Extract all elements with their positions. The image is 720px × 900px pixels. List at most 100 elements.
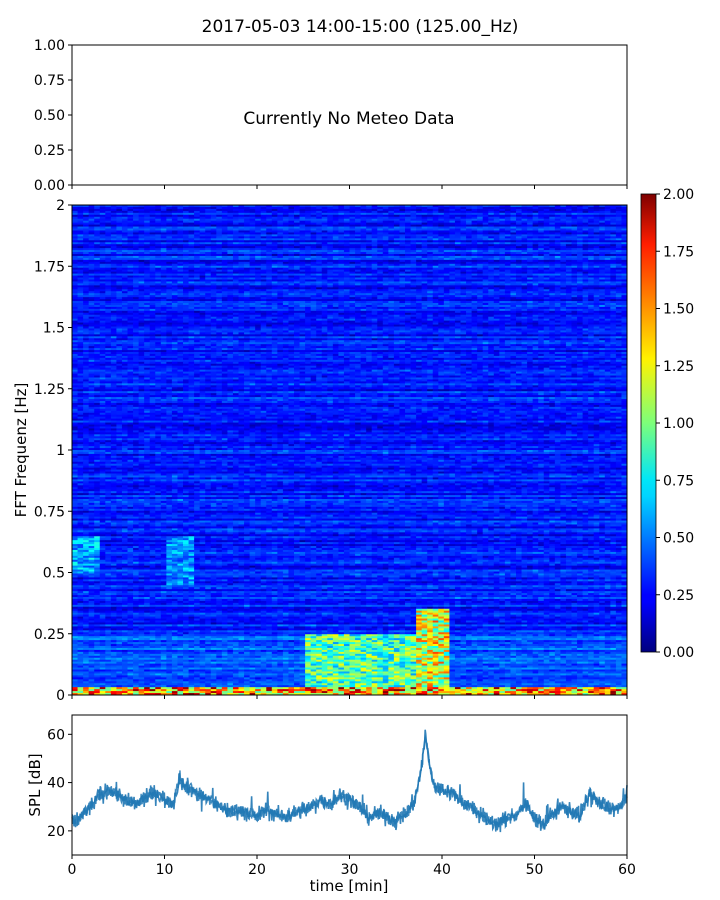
heatmap-cell [621,244,628,247]
heatmap-cell [454,238,461,241]
heatmap-cell [338,230,345,233]
heatmap-cell [527,218,534,222]
heatmap-cell [355,244,361,247]
heatmap-cell [305,240,312,243]
heatmap-cell [443,244,450,247]
heatmap-cell [244,252,250,255]
heatmap-cell [488,238,495,241]
heatmap-cell [593,250,600,253]
heatmap-cell [621,246,628,249]
heatmap-cell [127,228,134,231]
heatmap-cell [199,246,206,249]
heatmap-cell [438,218,445,222]
heatmap-cell [599,248,606,251]
heatmap-cell [133,236,139,239]
heatmap-cell [599,236,606,239]
heatmap-cell [232,226,239,229]
heatmap-cell [571,205,578,208]
heatmap-cell [121,238,128,241]
heatmap-cell [615,250,622,253]
heatmap-cell [277,230,284,233]
heatmap-cell [460,224,467,227]
heatmap-cell [349,252,356,255]
heatmap-cell [454,244,461,247]
heatmap-cell [327,230,334,233]
heatmap-cell [582,212,589,216]
heatmap-cell [227,254,234,257]
heatmap-cell [571,246,578,249]
heatmap-cell [593,212,600,216]
heatmap-cell [621,232,628,235]
heatmap-cell [127,212,134,216]
heatmap-cell [466,238,472,241]
heatmap-cell [460,212,467,216]
heatmap-cell [327,218,334,222]
heatmap-cell [205,216,212,220]
heatmap-cell [288,244,295,247]
heatmap-cell [72,216,78,220]
heatmap-cell [88,252,95,255]
heatmap-cell [432,248,439,251]
heatmap-cell [493,216,500,220]
heatmap-cell [405,212,411,216]
heatmap-cell [244,220,250,224]
heatmap-cell [183,208,189,212]
heatmap-cell [382,252,389,255]
heatmap-cell [166,242,173,245]
heatmap-cell [110,218,117,222]
heatmap-cell [127,242,134,245]
heatmap-cell [72,208,78,212]
heatmap-cell [488,218,495,222]
heatmap-cell [371,226,378,229]
heatmap-cell [582,252,589,255]
heatmap-cell [366,208,373,212]
heatmap-cell [582,216,589,220]
heatmap-cell [299,222,306,225]
heatmap-cell [105,252,112,255]
heatmap-cell [532,218,539,222]
heatmap-cell [410,248,417,251]
heatmap-cell [133,230,139,233]
heatmap-cell [371,242,378,245]
heatmap-cell [366,232,373,235]
heatmap-cell [99,205,106,208]
heatmap-cell [166,250,173,253]
heatmap-cell [232,232,239,235]
heatmap-cell [105,214,112,218]
heatmap-cell [244,232,250,235]
heatmap-cell [615,222,622,225]
heatmap-cell [560,216,567,220]
heatmap-cell [532,244,539,247]
heatmap-cell [349,216,356,220]
heatmap-cell [343,210,350,214]
heatmap-cell [183,214,189,218]
heatmap-cell [360,220,367,224]
heatmap-cell [249,206,256,210]
heatmap-cell [371,230,378,233]
heatmap-cell [554,226,561,229]
heatmap-cell [105,218,112,222]
heatmap-cell [382,238,389,241]
heatmap-cell [527,230,534,233]
heatmap-cell [582,214,589,218]
heatmap-cell [294,236,300,239]
heatmap-cell [332,214,339,218]
heatmap-cell [260,246,267,249]
heatmap-cell [377,238,384,241]
heatmap-cell [183,212,189,216]
heatmap-cell [471,216,478,220]
heatmap-cell [432,218,439,222]
heatmap-cell [582,210,589,214]
heatmap-cell [266,222,273,225]
heatmap-cell [527,212,534,216]
heatmap-cell [282,205,289,208]
heatmap-cell [99,208,106,212]
heatmap-cell [332,224,339,227]
heatmap-cell [160,248,167,251]
heatmap-cell [205,232,212,235]
heatmap-cell [260,212,267,216]
heatmap-cell [377,228,384,231]
heatmap-cell [127,224,134,227]
heatmap-cell [338,228,345,231]
heatmap-cell [266,230,273,233]
